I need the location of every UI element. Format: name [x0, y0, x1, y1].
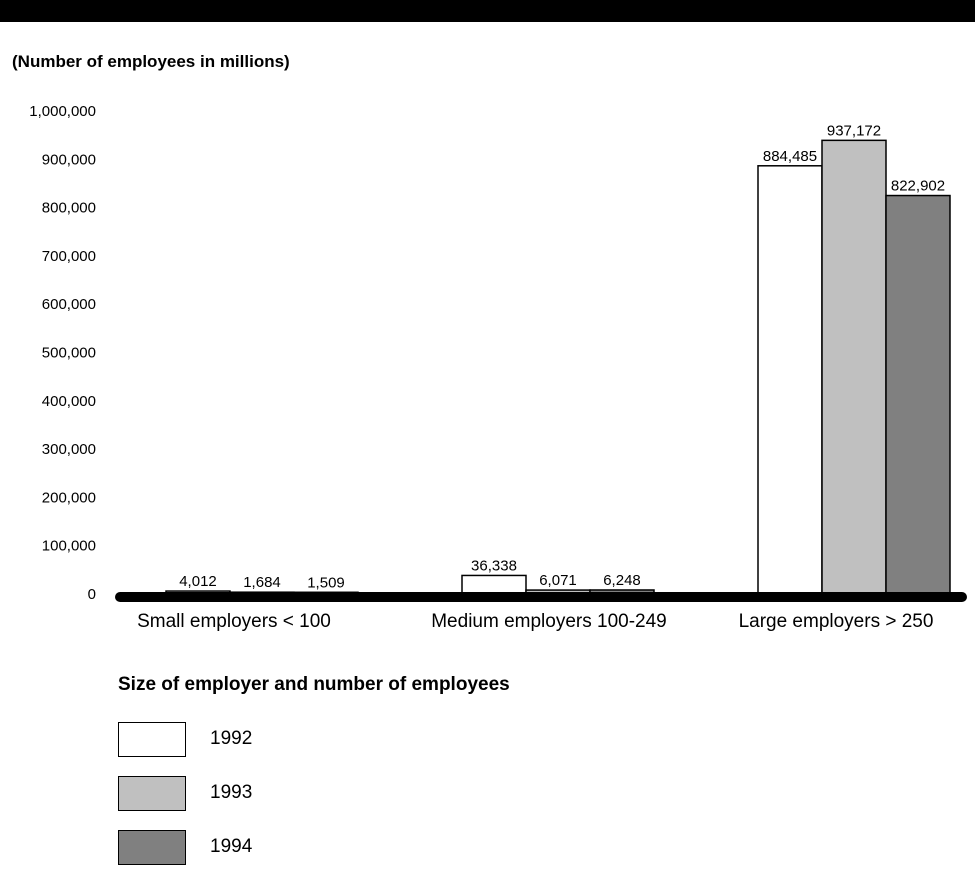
bar-value-label: 6,248 [603, 572, 641, 589]
bar-1992-3 [757, 165, 823, 594]
x-tick-label: Large employers > 250 [739, 611, 934, 632]
bar-chart: 0 100,000 200,000 300,000 400,000 500,000 600,… [29, 103, 967, 632]
bar-value-label: 884,485 [763, 148, 817, 165]
legend-item-1992: 1992 [118, 722, 418, 762]
y-tick-label: 0 [88, 586, 96, 603]
legend-item-1994: 1994 [118, 830, 418, 870]
bar-value-label: 1,509 [307, 574, 345, 591]
bar-value-label: 6,071 [539, 572, 577, 589]
y-tick-label: 900,000 [42, 151, 96, 168]
legend-swatch-1994 [118, 830, 186, 865]
x-tick-label: Medium employers 100-249 [431, 611, 667, 632]
x-axis: Small employers < 100 Medium employers 10… [137, 611, 933, 632]
y-tick-label: 800,000 [42, 200, 96, 217]
legend-label-1994: 1994 [210, 836, 253, 857]
y-tick-label: 300,000 [42, 441, 96, 458]
y-tick-label: 600,000 [42, 296, 96, 313]
y-axis: 0 100,000 200,000 300,000 400,000 500,000 600,… [29, 103, 96, 603]
x-tick-label: Small employers < 100 [137, 611, 331, 632]
y-tick-label: 100,000 [42, 538, 96, 555]
y-tick-label: 400,000 [42, 393, 96, 410]
bar-value-label: 4,012 [179, 573, 217, 590]
y-tick-label: 700,000 [42, 248, 96, 265]
top-rule [0, 0, 975, 22]
legend-label-1992: 1992 [210, 728, 253, 749]
unit-label: (Number of employees in millions) [12, 52, 290, 71]
bars: 4,012 36,338 884,485 1,684 6,071 937,172 1,509… [165, 122, 951, 594]
bar-value-label: 937,172 [827, 122, 881, 139]
bar-1993-3 [821, 139, 887, 594]
legend-swatch-1992 [118, 722, 186, 757]
legend-swatch-1993 [118, 776, 186, 811]
bar-1992-2 [461, 574, 527, 594]
bar-value-label: 1,684 [243, 574, 281, 591]
bar-value-label: 36,338 [471, 557, 517, 574]
x-axis-title: Size of employer and number of employees [118, 674, 510, 695]
bar-1994-3 [885, 194, 951, 594]
legend-item-1993: 1993 [118, 776, 418, 816]
legend-label-1993: 1993 [210, 782, 253, 803]
bar-value-label: 822,902 [891, 178, 945, 195]
y-tick-label: 200,000 [42, 489, 96, 506]
y-tick-label: 1,000,000 [29, 103, 96, 120]
y-tick-label: 500,000 [42, 345, 96, 362]
